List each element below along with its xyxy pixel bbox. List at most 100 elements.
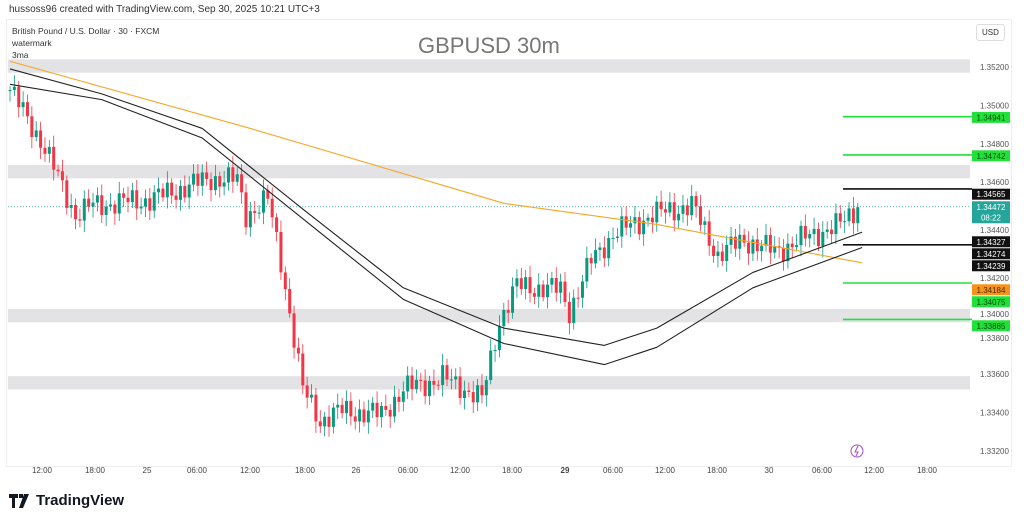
candle-body bbox=[589, 257, 593, 264]
candle-body bbox=[95, 195, 99, 203]
candle-body bbox=[550, 278, 554, 285]
candle-body bbox=[725, 244, 729, 261]
candle-body bbox=[91, 202, 95, 207]
candle-body bbox=[729, 236, 733, 245]
candle-body bbox=[12, 86, 16, 91]
x-tick-label: 26 bbox=[352, 466, 361, 475]
candle-body bbox=[576, 297, 580, 299]
candle-body bbox=[668, 202, 672, 213]
lightning-icon bbox=[850, 444, 864, 458]
candle-body bbox=[104, 206, 108, 215]
candle-body bbox=[218, 176, 222, 187]
candle-body bbox=[296, 347, 300, 354]
axis-price-label: 1.34239 bbox=[977, 262, 1006, 271]
zone-band bbox=[8, 308, 970, 323]
candle-body bbox=[812, 228, 816, 235]
candle-body bbox=[375, 402, 379, 418]
candle-body bbox=[454, 376, 458, 380]
candle-body bbox=[602, 247, 606, 259]
currency-button[interactable]: USD bbox=[976, 24, 1005, 41]
candle-body bbox=[235, 174, 239, 182]
y-tick-label: 1.34600 bbox=[980, 178, 1009, 187]
axis-price-label: 1.34184 bbox=[977, 286, 1006, 295]
candle-body bbox=[506, 309, 510, 313]
candle-body bbox=[47, 146, 51, 154]
x-tick-label: 30 bbox=[765, 466, 774, 475]
candle-body bbox=[74, 205, 78, 220]
candle-body bbox=[707, 221, 711, 246]
candle-body bbox=[288, 289, 292, 314]
candle-body bbox=[148, 198, 152, 211]
level-price-label-bg bbox=[972, 150, 1010, 162]
axis-price-label-bg bbox=[972, 236, 1010, 248]
y-tick-label: 1.34400 bbox=[980, 226, 1009, 235]
candle-body bbox=[445, 365, 449, 380]
candle-body bbox=[856, 207, 860, 224]
candle-body bbox=[611, 237, 615, 239]
candle-body bbox=[786, 243, 790, 262]
chart-legend: British Pound / U.S. Dollar · 30 · FXCM … bbox=[12, 25, 159, 61]
candle-body bbox=[336, 404, 340, 408]
candle-body bbox=[594, 250, 598, 264]
candle-body bbox=[637, 217, 641, 235]
y-tick-label: 1.35200 bbox=[980, 63, 1009, 72]
x-tick-label: 25 bbox=[143, 466, 152, 475]
level-price-label: 1.34941 bbox=[977, 113, 1006, 122]
candle-body bbox=[738, 234, 742, 249]
candle-body bbox=[244, 192, 248, 228]
legend-symbol[interactable]: British Pound / U.S. Dollar · 30 · FXCM bbox=[12, 26, 160, 36]
candle-body bbox=[563, 281, 567, 302]
y-tick-label: 1.33600 bbox=[980, 370, 1009, 379]
chart-credit: hussoss96 created with TradingView.com, … bbox=[9, 4, 320, 15]
candle-body bbox=[659, 201, 663, 210]
x-tick-label: 12:00 bbox=[240, 466, 261, 475]
current-price-label-bg bbox=[972, 201, 1010, 224]
candle-body bbox=[183, 186, 187, 198]
candle-body bbox=[497, 326, 501, 350]
candle-body bbox=[821, 231, 825, 247]
candle-body bbox=[25, 102, 29, 117]
candle-body bbox=[519, 278, 523, 289]
level-price-label-bg bbox=[972, 248, 1010, 260]
tradingview-logo-icon bbox=[9, 493, 29, 508]
candle-body bbox=[371, 402, 375, 411]
candle-body bbox=[484, 380, 488, 396]
candle-body bbox=[331, 407, 335, 427]
candle-body bbox=[655, 201, 659, 223]
candle-body bbox=[624, 216, 628, 228]
y-tick-label: 1.33400 bbox=[980, 409, 1009, 418]
candle-body bbox=[567, 301, 571, 323]
candle-body bbox=[305, 385, 309, 398]
legend-indicator[interactable]: 3ma bbox=[12, 50, 29, 60]
zone-band bbox=[8, 376, 970, 390]
legend-watermark[interactable]: watermark bbox=[12, 38, 52, 48]
candle-body bbox=[664, 209, 667, 213]
candle-body bbox=[310, 394, 314, 398]
candle-body bbox=[393, 396, 397, 417]
candle-body bbox=[248, 211, 252, 228]
candle-body bbox=[135, 190, 139, 209]
candle-body bbox=[747, 242, 751, 254]
candle-body bbox=[314, 394, 318, 422]
candle-body bbox=[685, 205, 689, 216]
candle-body bbox=[620, 216, 624, 237]
candle-body bbox=[275, 217, 279, 232]
level-price-label-bg bbox=[972, 111, 1010, 123]
candle-body bbox=[607, 238, 611, 259]
tradingview-logo[interactable]: TradingView bbox=[9, 492, 124, 509]
candle-body bbox=[546, 284, 550, 298]
candle-body bbox=[790, 243, 794, 248]
x-tick-label: 12:00 bbox=[655, 466, 676, 475]
candle-body bbox=[803, 225, 807, 239]
candle-body bbox=[559, 281, 563, 293]
candle-body bbox=[209, 178, 213, 191]
candle-body bbox=[694, 196, 698, 207]
candle-body bbox=[122, 193, 126, 198]
candle-body bbox=[301, 353, 305, 386]
current-price-label: 1.34472 bbox=[977, 203, 1006, 212]
candle-body bbox=[795, 245, 799, 248]
y-tick-label: 1.34200 bbox=[980, 274, 1009, 283]
x-tick-label: 18:00 bbox=[707, 466, 728, 475]
candle-body bbox=[43, 147, 47, 154]
